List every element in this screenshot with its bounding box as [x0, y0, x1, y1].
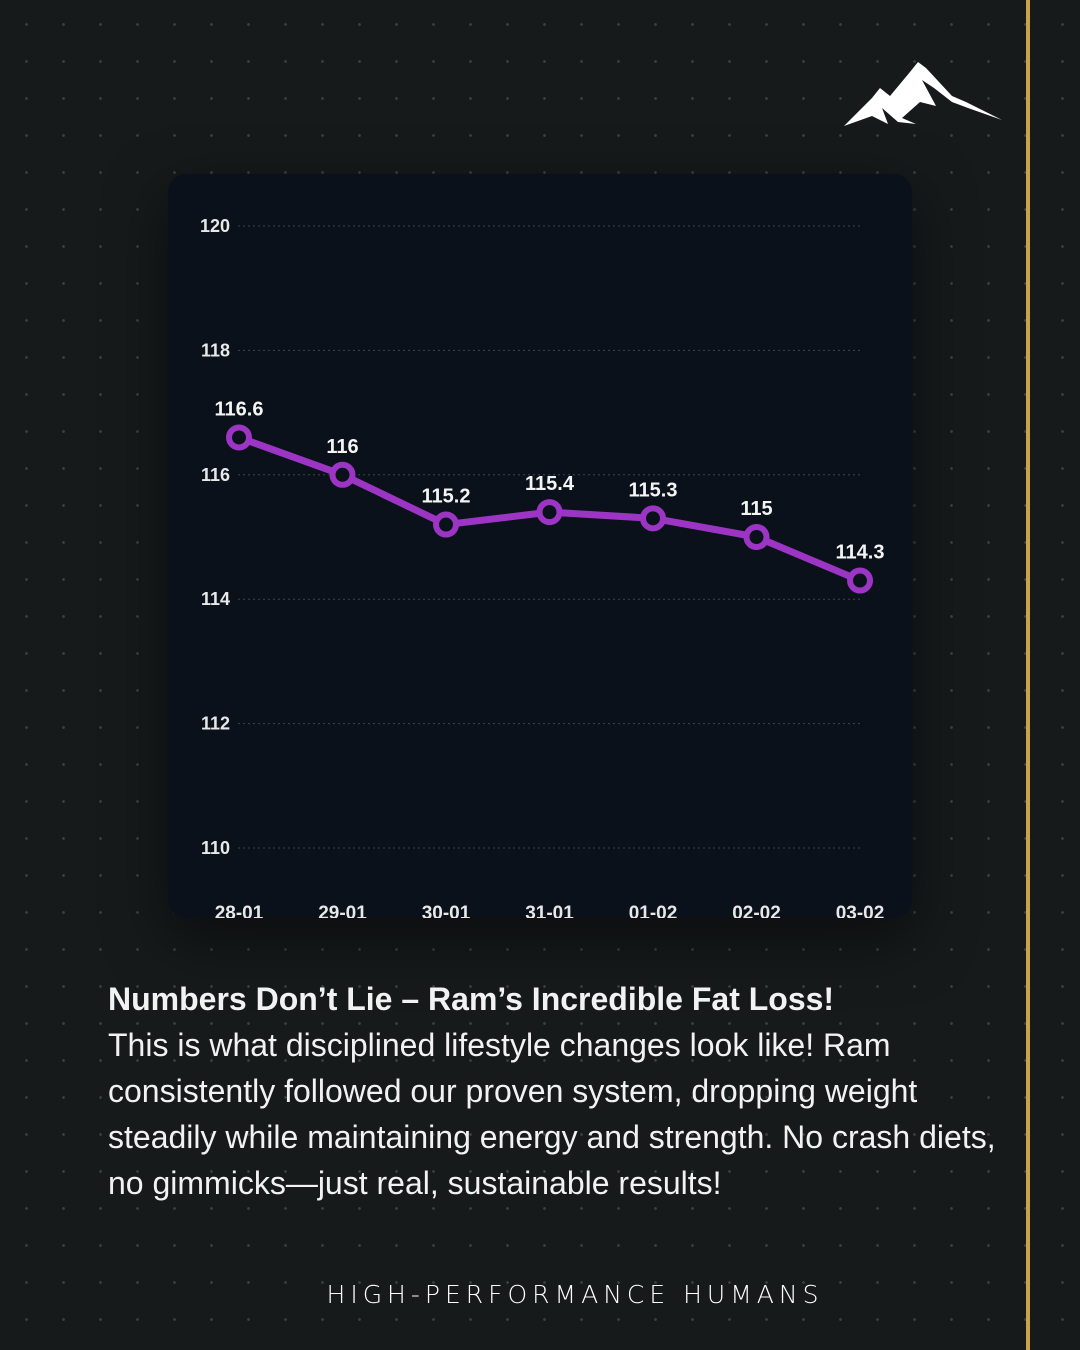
- y-tick-label: 110: [201, 838, 230, 858]
- data-label: 115.4: [525, 473, 575, 495]
- x-tick-label: 02-02: [732, 903, 781, 918]
- x-tick-label: 01-02: [629, 903, 678, 918]
- data-label: 115.3: [629, 479, 678, 501]
- y-tick-label: 112: [201, 714, 230, 734]
- data-point: [536, 499, 563, 526]
- x-tick-label: 03-02: [836, 903, 885, 918]
- data-point: [329, 461, 356, 488]
- x-tick-label: 31-01: [525, 903, 574, 918]
- y-tick-label: 116: [201, 465, 230, 485]
- data-label: 116: [326, 436, 358, 458]
- chart-card: 110 112 114 116 118 120 28-01 29-01 30-01 31-01 01…: [168, 174, 912, 918]
- data-point: [433, 511, 459, 538]
- caption: Numbers Don’t Lie – Ram’s Incredible Fat…: [108, 976, 1008, 1206]
- mountain-icon: [844, 62, 1002, 126]
- gold-divider: [1026, 0, 1030, 1350]
- brand-wordmark: HIGH-PERFORMANCE HUMANS: [326, 1280, 824, 1309]
- headline: Numbers Don’t Lie – Ram’s Incredible Fat…: [108, 981, 835, 1017]
- data-label: 114.3: [836, 542, 885, 564]
- y-tick-label: 114: [201, 589, 230, 609]
- data-point: [847, 567, 873, 594]
- x-tick-label: 30-01: [422, 903, 471, 918]
- data-point: [640, 505, 666, 532]
- data-label: 115: [740, 498, 772, 520]
- y-tick-label: 120: [200, 216, 230, 236]
- x-tick-label: 29-01: [318, 903, 367, 918]
- body-text: This is what disciplined lifestyle chang…: [108, 1027, 996, 1201]
- data-label: 115.2: [422, 486, 471, 508]
- y-tick-label: 118: [201, 340, 230, 360]
- x-tick-label: 28-01: [215, 903, 264, 918]
- data-label: 116.6: [215, 398, 264, 420]
- weight-line-chart: 110 112 114 116 118 120 28-01 29-01 30-01 31-01 01…: [200, 216, 885, 918]
- data-point: [226, 424, 252, 451]
- data-point: [743, 524, 770, 550]
